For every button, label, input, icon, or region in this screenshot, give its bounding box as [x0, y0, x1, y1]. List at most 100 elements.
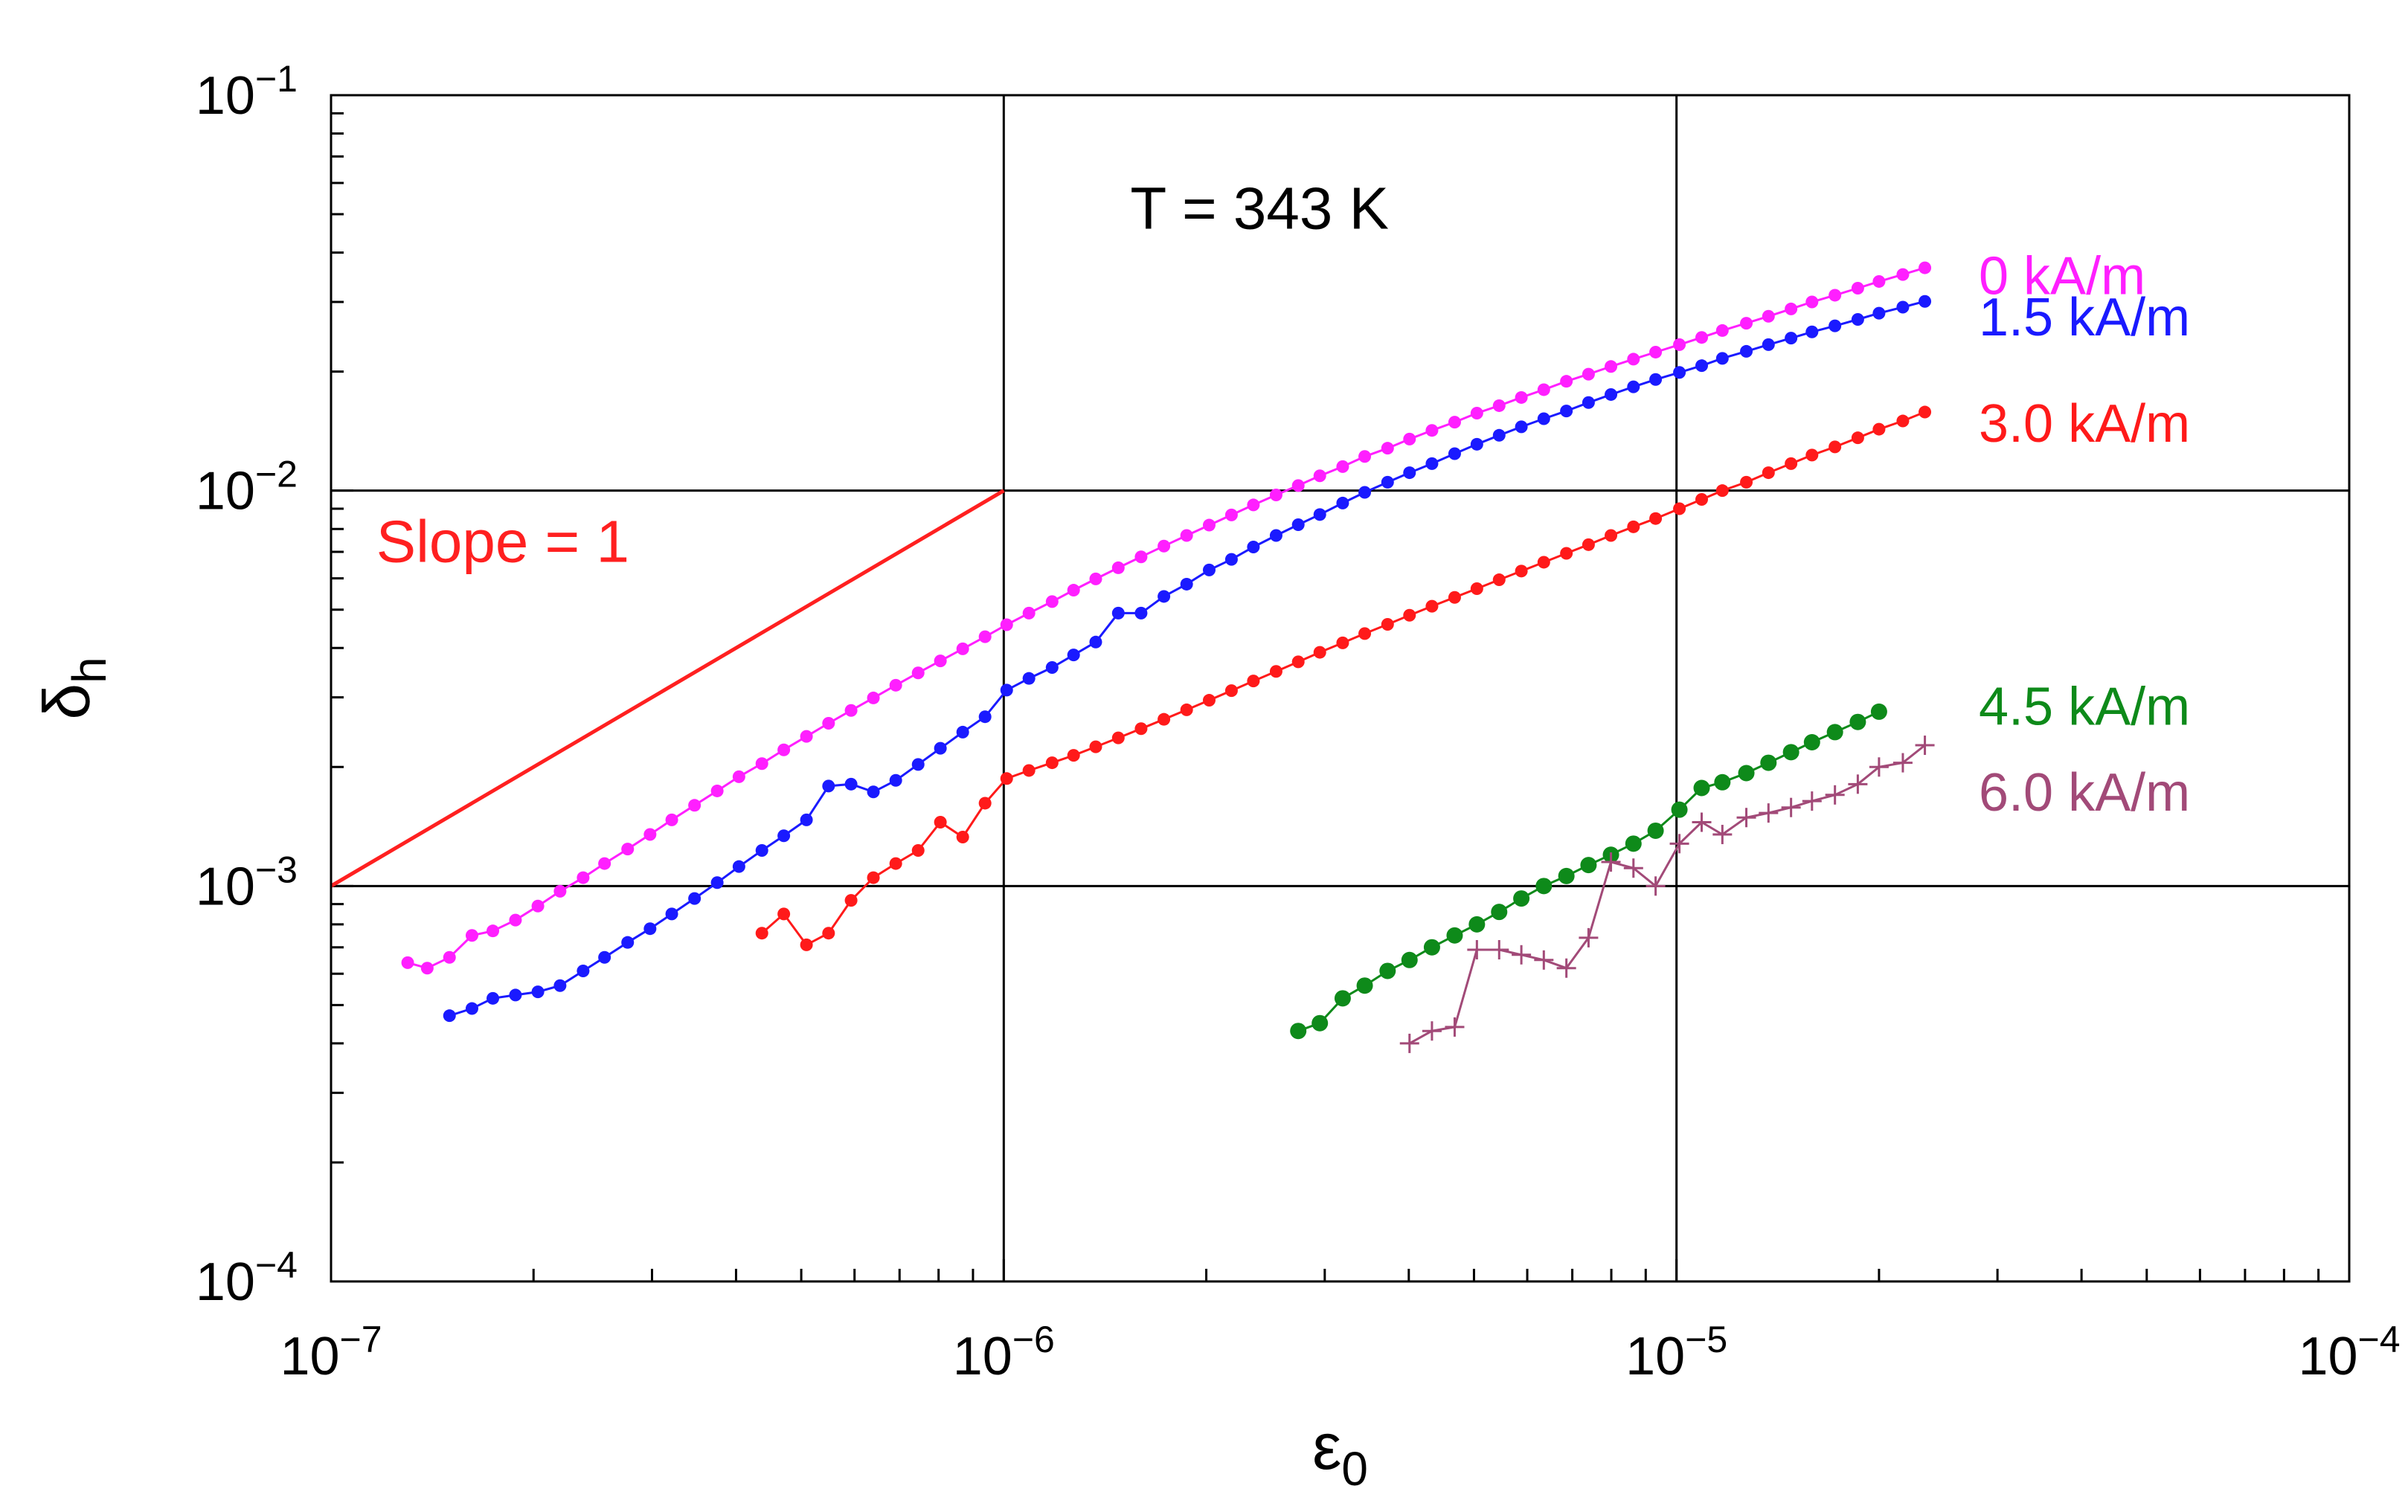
axis-labels: ε0 δh	[30, 657, 1368, 1496]
data-point	[1869, 757, 1889, 777]
data-point	[1358, 627, 1372, 640]
data-point	[1134, 550, 1148, 564]
y-tick-label: 10−2	[196, 454, 298, 521]
data-point	[889, 678, 902, 692]
data-point	[1334, 990, 1351, 1007]
data-point	[1872, 422, 1886, 436]
data-point	[844, 704, 858, 717]
data-point	[1537, 383, 1550, 396]
data-point	[1202, 563, 1216, 576]
data-point	[1625, 835, 1642, 852]
series-layer	[401, 261, 1935, 1053]
data-point	[956, 830, 969, 843]
data-point	[1425, 457, 1439, 470]
data-point	[800, 813, 813, 826]
data-point	[1534, 950, 1554, 970]
data-point	[1111, 731, 1125, 744]
data-point	[1180, 577, 1193, 591]
data-point	[1111, 606, 1125, 620]
data-point	[1470, 582, 1483, 595]
data-point	[1022, 606, 1036, 620]
legend-label: 6.0 kA/m	[1979, 763, 2190, 823]
data-point	[1601, 852, 1621, 872]
data-point	[553, 979, 567, 992]
data-point	[1782, 744, 1799, 761]
data-point	[889, 857, 902, 870]
data-point	[1605, 387, 1618, 401]
data-point	[665, 907, 678, 921]
data-point	[1695, 493, 1709, 506]
data-point	[1089, 740, 1102, 753]
data-point	[1381, 442, 1394, 455]
data-point	[1805, 295, 1819, 309]
data-point	[1448, 591, 1461, 604]
data-point	[401, 956, 414, 969]
data-point	[956, 642, 969, 655]
data-point	[1290, 1023, 1307, 1040]
data-point	[978, 710, 992, 724]
data-point	[420, 962, 434, 975]
data-point	[1180, 529, 1193, 542]
data-point	[1158, 712, 1171, 726]
data-point	[1712, 825, 1733, 845]
legend-label: 4.5 kA/m	[1979, 678, 2190, 737]
data-point	[1627, 380, 1640, 393]
data-point	[978, 630, 992, 643]
series-4-5-ka-m	[1290, 703, 1887, 1040]
data-point	[1872, 306, 1886, 320]
data-point	[1829, 319, 1842, 332]
data-point	[1781, 797, 1801, 817]
data-point	[1269, 489, 1282, 502]
data-point	[1512, 945, 1532, 965]
data-point	[1803, 734, 1820, 751]
data-point	[1805, 448, 1819, 462]
data-point	[1422, 1021, 1442, 1041]
data-point	[1560, 405, 1573, 418]
data-point	[911, 666, 925, 680]
data-point	[1134, 606, 1148, 620]
data-point	[443, 1009, 456, 1023]
data-point	[1580, 857, 1597, 874]
data-point	[1896, 300, 1910, 314]
data-point	[867, 691, 880, 704]
annotation: Slope = 1	[376, 509, 629, 575]
data-point	[1736, 808, 1756, 828]
y-tick-label: 10−1	[196, 58, 298, 126]
data-point	[1560, 375, 1573, 388]
data-point	[1695, 331, 1709, 344]
data-point	[1269, 665, 1282, 678]
data-point	[822, 779, 835, 793]
data-point	[1379, 962, 1396, 979]
data-point	[509, 913, 522, 927]
data-point	[1646, 876, 1666, 896]
data-point	[1558, 867, 1575, 884]
data-point	[732, 770, 745, 783]
data-point	[1825, 785, 1845, 805]
data-point	[1785, 302, 1798, 315]
data-point	[1673, 502, 1686, 515]
series-6-0-ka-m	[1399, 736, 1935, 1053]
data-point	[1849, 713, 1866, 730]
data-point	[1336, 636, 1349, 649]
data-point	[688, 892, 701, 905]
data-point	[577, 871, 590, 884]
data-point	[531, 985, 545, 999]
data-point	[1851, 282, 1864, 295]
data-point	[1134, 722, 1148, 736]
data-point	[822, 927, 835, 940]
data-point	[1381, 475, 1394, 489]
data-point	[1158, 539, 1171, 553]
data-point	[1000, 618, 1013, 631]
data-point	[665, 813, 678, 826]
data-point	[1829, 289, 1842, 302]
data-point	[867, 871, 880, 884]
data-point	[1401, 951, 1418, 968]
data-point	[1489, 940, 1509, 960]
data-point	[1448, 447, 1461, 460]
data-point	[1785, 457, 1798, 470]
data-point	[1740, 344, 1753, 358]
data-point	[1919, 405, 1932, 419]
data-point	[1829, 440, 1842, 454]
data-point	[1560, 547, 1573, 560]
